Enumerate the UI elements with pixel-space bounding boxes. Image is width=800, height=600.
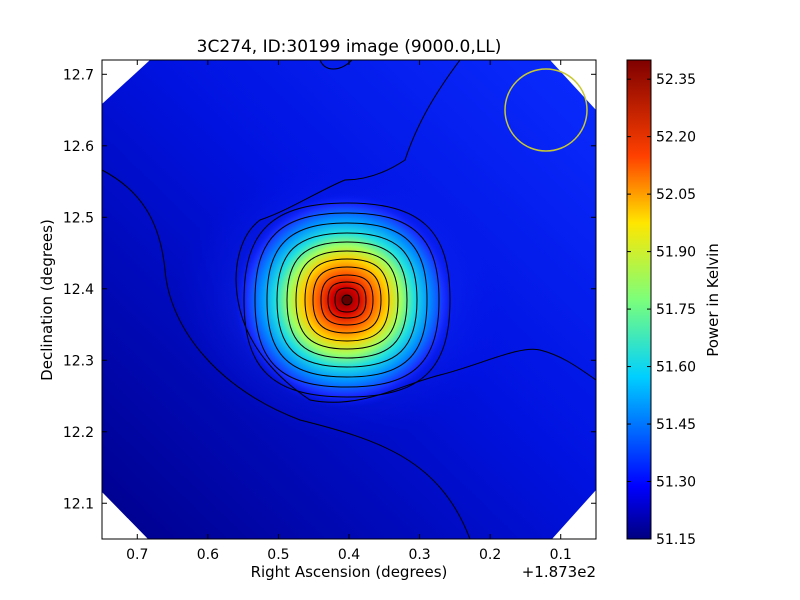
- contour-line: [235, 60, 596, 403]
- y-axis-label: Declination (degrees): [38, 219, 56, 381]
- contour-line: [102, 169, 471, 539]
- x-tick-label: 0.7: [126, 547, 148, 563]
- contour-line: [304, 258, 390, 342]
- contour-line: [334, 287, 360, 313]
- contour-line: [312, 266, 382, 334]
- y-tick-label: 12.7: [63, 67, 94, 83]
- contour-line: [276, 232, 418, 368]
- x-tick-label: 0.2: [479, 547, 501, 563]
- contour-line: [327, 281, 367, 319]
- plot-area: [102, 60, 596, 539]
- colorbar: [626, 59, 652, 540]
- y-tick-label: 12.1: [63, 496, 94, 512]
- y-tick-label: 12.2: [63, 425, 94, 441]
- x-tick-label: 0.4: [338, 547, 360, 563]
- y-tick-label: 12.4: [63, 282, 94, 298]
- colorbar-tick-label: 52.35: [656, 72, 696, 88]
- contour-line: [320, 274, 374, 326]
- x-tick-label: 0.3: [408, 547, 430, 563]
- chart-title: 3C274, ID:30199 image (9000.0,LL): [197, 37, 502, 57]
- peak-marker: [341, 294, 353, 306]
- colorbar-tick-label: 51.45: [656, 417, 696, 433]
- x-tick-label: 0.5: [267, 547, 289, 563]
- y-tick-label: 12.6: [63, 139, 94, 155]
- contour-line: [286, 241, 408, 359]
- contour-set: [243, 202, 451, 398]
- colorbar-tick-label: 51.30: [656, 475, 696, 491]
- colorbar-label: Power in Kelvin: [704, 243, 722, 357]
- colorbar-ticks: 52.35 52.20 52.05 51.90 51.75 51.60 51.45 51.30…: [627, 72, 696, 548]
- y-tick-label: 12.5: [63, 210, 94, 226]
- beam-marker: [504, 68, 588, 152]
- colorbar-tick-label: 51.15: [656, 532, 696, 548]
- x-offset-label: +1.873e2: [522, 563, 596, 581]
- x-tick-label: 0.1: [550, 547, 572, 563]
- x-axis-ticks: 0.7 0.6 0.5 0.4 0.3 0.2 0.1: [126, 60, 572, 563]
- contour-line: [254, 212, 440, 388]
- colorbar-tick-label: 51.75: [656, 302, 696, 318]
- colorbar-tick-label: 51.60: [656, 360, 696, 376]
- x-axis-label: Right Ascension (degrees): [251, 563, 448, 581]
- colorbar-tick-label: 51.90: [656, 245, 696, 261]
- y-tick-label: 12.3: [63, 353, 94, 369]
- y-axis-ticks: 12.1 12.2 12.3 12.4 12.5 12.6 12.7: [63, 67, 596, 512]
- colorbar-tick-label: 52.20: [656, 130, 696, 146]
- contour-line: [243, 202, 451, 398]
- contour-line: [295, 250, 399, 350]
- contour-line: [266, 222, 428, 378]
- x-tick-label: 0.6: [197, 547, 219, 563]
- colorbar-tick-label: 52.05: [656, 187, 696, 203]
